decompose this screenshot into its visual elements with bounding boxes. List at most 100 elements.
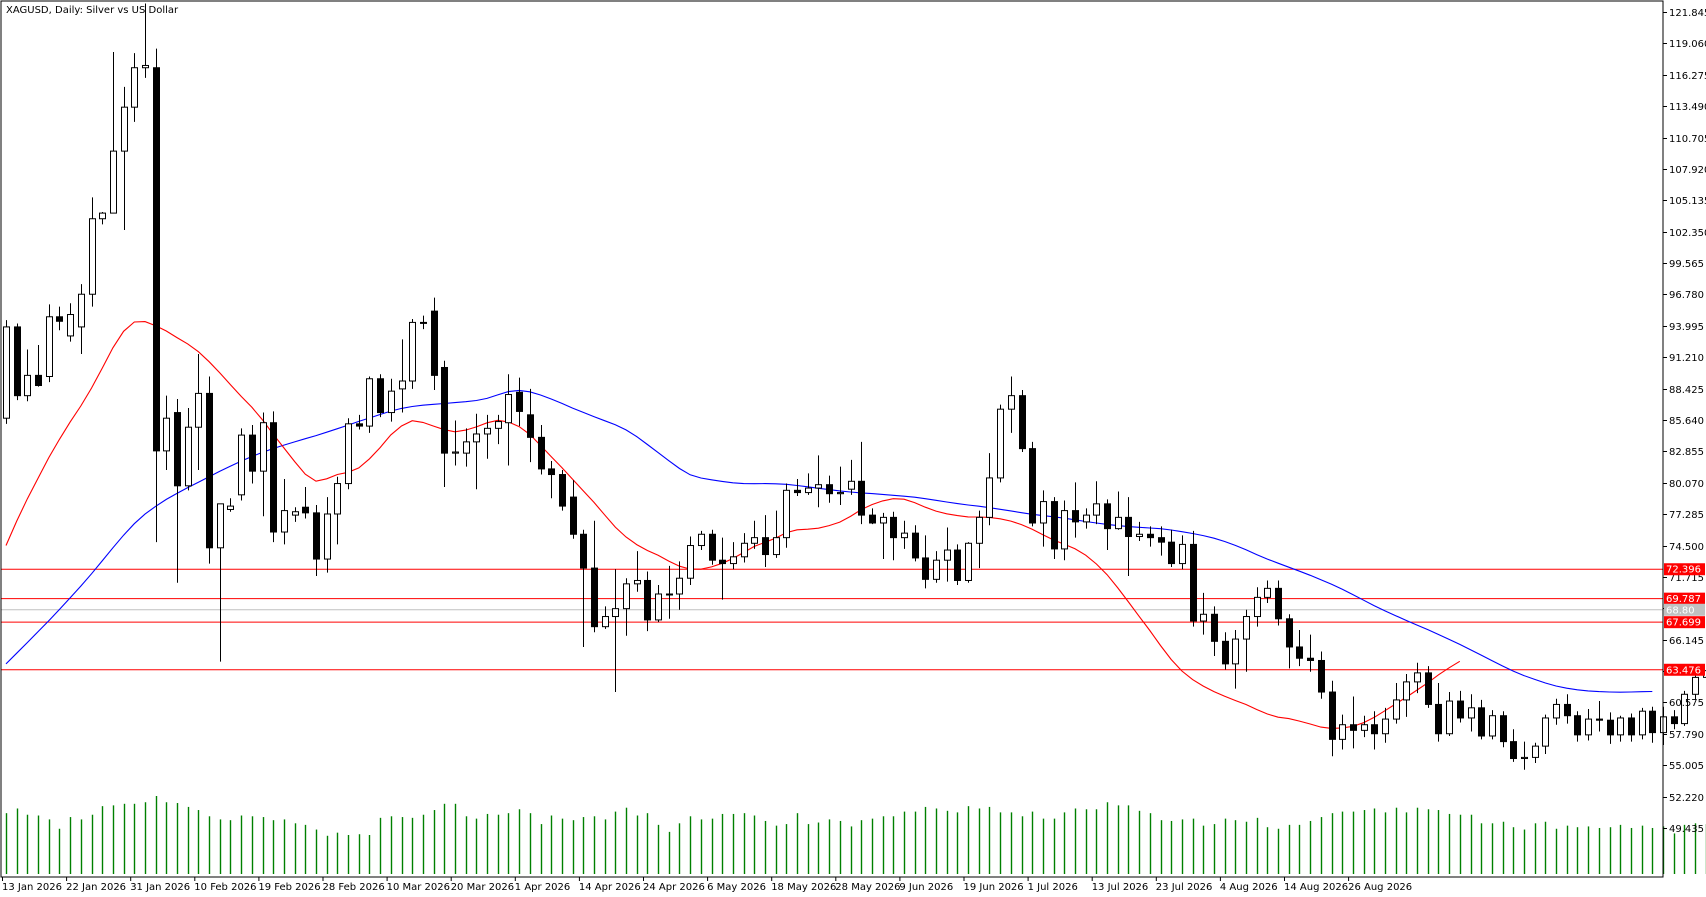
candle xyxy=(1264,580,1271,604)
candle xyxy=(452,420,459,466)
candle-body-up xyxy=(3,326,10,419)
candle xyxy=(1008,376,1015,433)
candle xyxy=(965,542,972,583)
price-tick-label: 55.005 xyxy=(1669,761,1704,772)
candle-body-up xyxy=(1617,717,1624,736)
candle-body-down xyxy=(1607,719,1614,736)
candle xyxy=(1158,526,1165,556)
horizontal-levels xyxy=(1,568,1663,671)
candle-body-up xyxy=(1243,616,1250,640)
candle xyxy=(1232,630,1239,689)
candle xyxy=(1478,699,1485,740)
candle xyxy=(153,48,160,543)
candle xyxy=(1457,690,1464,723)
candle-body-down xyxy=(1649,710,1656,734)
candle xyxy=(1104,499,1111,551)
candle-body-down xyxy=(1307,657,1314,661)
candle xyxy=(1639,707,1646,740)
candle-body-down xyxy=(709,533,716,561)
candle-body-down xyxy=(1478,707,1485,737)
candle-body-down xyxy=(538,436,545,470)
candle xyxy=(1510,729,1517,762)
candle-body-down xyxy=(1211,613,1218,642)
level-tag-label: 63.476 xyxy=(1666,665,1701,676)
candle-body-down xyxy=(1286,618,1293,648)
price-tick-label: 91.210 xyxy=(1669,353,1704,364)
price-tick-label: 96.780 xyxy=(1669,290,1704,301)
candle xyxy=(1403,674,1410,717)
price-tick-label: 49.435 xyxy=(1669,824,1704,835)
candle xyxy=(1532,742,1539,764)
candle-body-up xyxy=(131,67,138,108)
candle xyxy=(783,483,790,548)
candle xyxy=(815,455,822,508)
plot-frame xyxy=(0,0,1664,878)
candle xyxy=(89,197,96,307)
candle-body-up xyxy=(89,218,96,295)
candle xyxy=(762,515,769,567)
candle xyxy=(1222,632,1229,670)
candle xyxy=(976,510,983,569)
candle-body-up xyxy=(783,489,790,539)
candle xyxy=(1628,713,1635,742)
candle xyxy=(922,535,929,589)
candle-body-up xyxy=(1585,718,1592,736)
candle xyxy=(366,376,373,433)
candle-body-up xyxy=(1489,715,1496,737)
candle-body-up xyxy=(452,451,459,454)
candle-body-down xyxy=(377,378,384,414)
candle xyxy=(377,374,384,418)
candle xyxy=(78,284,85,354)
price-tick-label: 82.855 xyxy=(1669,447,1704,458)
date-tick-label: 28 Feb 2026 xyxy=(323,882,385,893)
candle-body-up xyxy=(634,579,641,585)
candle-body-down xyxy=(1457,700,1464,719)
price-tick-label: 85.640 xyxy=(1669,416,1704,427)
candle xyxy=(1393,683,1400,724)
candle-body-down xyxy=(1318,659,1325,693)
level-tag-label: 67.699 xyxy=(1666,618,1701,629)
candle xyxy=(612,569,619,693)
candle xyxy=(538,424,545,475)
candle xyxy=(1254,587,1261,627)
candle-body-up xyxy=(185,426,192,487)
candle xyxy=(227,498,234,512)
candle-body-up xyxy=(505,394,512,424)
candle xyxy=(858,441,865,525)
candle-body-up xyxy=(1339,724,1346,740)
candle xyxy=(356,414,363,430)
candle xyxy=(1211,606,1218,656)
candle-body-up xyxy=(1393,699,1400,720)
candle-body-down xyxy=(954,549,961,581)
candle-body-down xyxy=(270,422,277,533)
candle xyxy=(837,466,844,505)
price-tick-label: 88.425 xyxy=(1669,385,1704,396)
candle-body-down xyxy=(431,310,438,376)
candle xyxy=(880,512,887,560)
candle-body-down xyxy=(548,468,555,476)
candle-body-up xyxy=(815,484,822,489)
candle xyxy=(1382,707,1389,743)
candle-body-up xyxy=(976,516,983,544)
candle xyxy=(1136,521,1143,542)
candle xyxy=(484,414,491,459)
candle-body-up xyxy=(121,106,128,152)
candle xyxy=(238,428,245,501)
candle-body-up xyxy=(901,532,908,539)
date-tick-label: 14 Apr 2026 xyxy=(579,882,641,893)
candle xyxy=(260,412,267,517)
candle-body-down xyxy=(1671,716,1678,725)
candle-body-down xyxy=(1125,516,1132,538)
candle-body-down xyxy=(1275,587,1282,620)
candle-body-down xyxy=(1425,672,1432,705)
candle-body-up xyxy=(676,577,683,595)
level-tag-label: 69.787 xyxy=(1666,594,1701,605)
candle-body-up xyxy=(1521,756,1528,760)
candle xyxy=(698,530,705,551)
candle-body-up xyxy=(933,559,940,580)
candle-body-down xyxy=(153,67,160,452)
candle xyxy=(3,320,10,424)
candle xyxy=(901,520,908,549)
candle xyxy=(1061,500,1068,561)
